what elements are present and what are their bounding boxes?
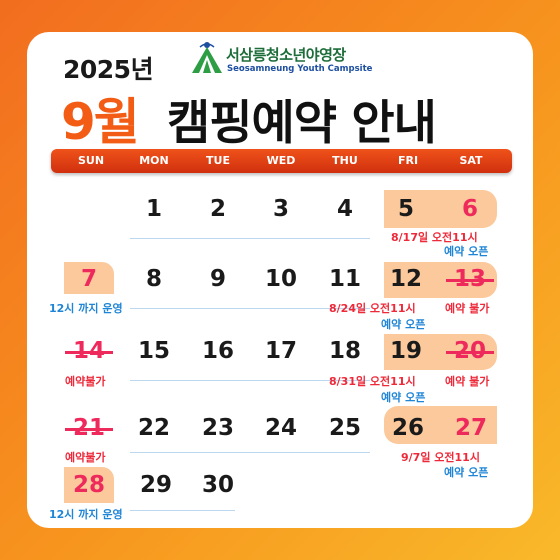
day-9: 9 xyxy=(209,266,226,292)
year-label: 2025년 xyxy=(63,55,154,84)
day-4: 4 xyxy=(336,196,353,222)
day-16: 16 xyxy=(201,338,234,364)
weekday-mon: MON xyxy=(139,154,169,167)
note-week3-open: 예약 오픈 xyxy=(381,391,426,404)
day-5: 5 xyxy=(397,196,414,222)
weekday-sun: SUN xyxy=(77,154,105,167)
day-21-text: 21 xyxy=(64,415,114,441)
weekday-fri: FRI xyxy=(397,154,419,167)
day-6: 6 xyxy=(461,196,478,222)
weekday-header-bar xyxy=(51,149,512,173)
page-title: 캠핑예약 안내 xyxy=(167,96,437,151)
row-line-2 xyxy=(130,308,370,309)
day-29: 29 xyxy=(139,472,172,498)
day-19: 19 xyxy=(389,338,422,364)
day-15: 15 xyxy=(137,338,170,364)
weekday-sat: SAT xyxy=(459,154,483,167)
logo-name: 서삼릉청소년야영장 xyxy=(226,46,346,64)
day-28: 28 xyxy=(72,472,105,498)
weekday-tue: TUE xyxy=(206,154,230,167)
day-20: 20 xyxy=(440,338,500,364)
row-line-5 xyxy=(130,510,235,511)
note-week2-unavail: 예약 불가 xyxy=(445,302,490,315)
day-22: 22 xyxy=(137,415,170,441)
day-11: 11 xyxy=(328,266,361,292)
note-week2-sun: 12시 까지 운영 xyxy=(49,302,123,315)
day-27: 27 xyxy=(454,415,487,441)
day-14-text: 14 xyxy=(64,338,114,364)
row-line-3 xyxy=(130,380,370,381)
note-week2-date: 8/24일 오전11시 xyxy=(329,302,416,315)
day-10: 10 xyxy=(264,266,297,292)
day-23: 23 xyxy=(201,415,234,441)
day-17: 17 xyxy=(264,338,297,364)
highlight-week1-fri-sat xyxy=(384,190,497,228)
day-25: 25 xyxy=(328,415,361,441)
day-13-text: 13 xyxy=(445,266,495,292)
row-line-1 xyxy=(130,238,370,239)
logo-name-en: Seosamneung Youth Campsite xyxy=(227,64,373,74)
month-label: 9월 xyxy=(61,93,140,151)
calendar-card: 2025년 서삼릉청소년야영장 Seosamneung Youth Campsi… xyxy=(27,32,533,528)
day-30: 30 xyxy=(201,472,234,498)
day-26: 26 xyxy=(391,415,424,441)
day-2: 2 xyxy=(209,196,226,222)
highlight-day-28 xyxy=(64,467,114,503)
note-week4-sun: 예약불가 xyxy=(65,451,106,464)
day-7: 7 xyxy=(80,266,97,292)
tent-logo-icon xyxy=(192,42,222,73)
highlight-day-7 xyxy=(64,262,114,294)
note-week3-unavail: 예약 불가 xyxy=(445,375,490,388)
day-1: 1 xyxy=(145,196,162,222)
note-week4-open: 예약 오픈 xyxy=(444,466,489,479)
note-week5-sun: 12시 까지 운영 xyxy=(49,508,123,521)
day-14: 14 xyxy=(59,338,119,364)
note-week4-date: 9/7일 오전11시 xyxy=(401,451,480,464)
note-week2-open: 예약 오픈 xyxy=(381,318,426,331)
day-20-text: 20 xyxy=(445,338,495,364)
weekday-wed: WED xyxy=(266,154,296,167)
campsite-logo: 서삼릉청소년야영장 Seosamneung Youth Campsite xyxy=(190,41,390,81)
day-24: 24 xyxy=(264,415,297,441)
weekday-thu: THU xyxy=(332,154,358,167)
day-13: 13 xyxy=(440,266,500,292)
note-week3-date: 8/31일 오전11시 xyxy=(329,375,416,388)
note-week1-date: 8/17일 오전11시 xyxy=(391,231,478,244)
day-8: 8 xyxy=(145,266,162,292)
note-week3-sun: 예약불가 xyxy=(65,375,106,388)
day-18: 18 xyxy=(328,338,361,364)
day-12: 12 xyxy=(389,266,422,292)
row-line-4 xyxy=(130,452,370,453)
note-week1-open: 예약 오픈 xyxy=(444,245,489,258)
highlight-week4-fri-sat xyxy=(384,406,497,444)
day-3: 3 xyxy=(272,196,289,222)
day-21: 21 xyxy=(59,415,119,441)
